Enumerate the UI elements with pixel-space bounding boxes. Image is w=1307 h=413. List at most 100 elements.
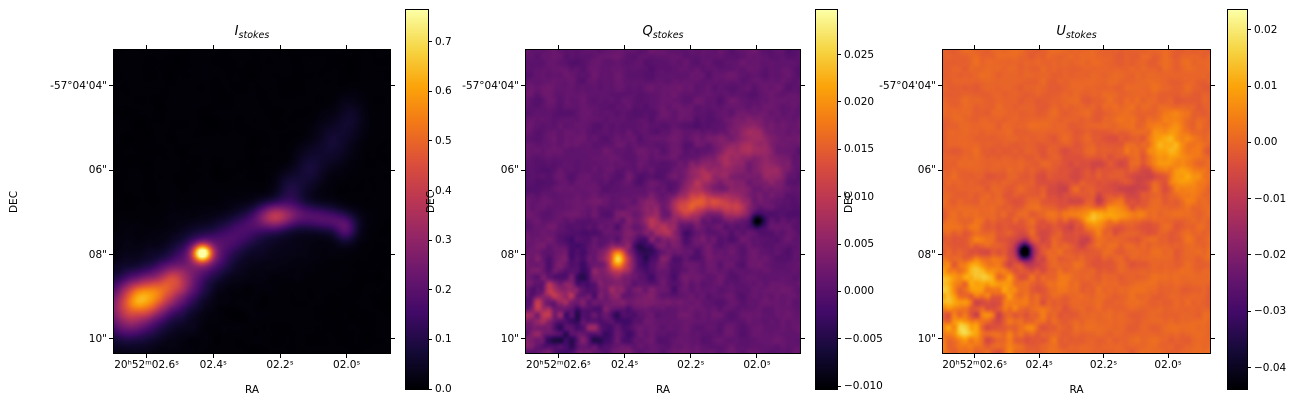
panel-title-q: Qstokes	[642, 24, 684, 41]
colorbar-tick-mark	[429, 289, 432, 291]
x-tick-mark	[212, 354, 214, 358]
x-tick-mark	[146, 354, 148, 358]
x-tick-mark-top	[279, 45, 281, 49]
colorbar-tick-mark	[1248, 367, 1251, 369]
colorbar-tick-label: 0.6	[435, 85, 452, 98]
colorbar-tick-label: −0.02	[1254, 248, 1287, 261]
colorbar-tick-mark	[838, 54, 841, 56]
panel-title-u: Ustokes	[1056, 24, 1097, 41]
x-tick-label: 20ʰ52ᵐ02.6ˢ	[942, 359, 1007, 371]
y-tick-mark-right	[391, 85, 395, 87]
colorbar-tick-label: −0.010	[844, 379, 883, 392]
y-tick-label: 08"	[500, 248, 519, 261]
x-tick-mark-top	[1167, 45, 1169, 49]
colorbar-tick-mark	[429, 239, 432, 241]
x-axis-label: RA	[244, 384, 260, 396]
x-tick-mark	[279, 354, 281, 358]
y-tick-mark	[938, 85, 942, 87]
x-axis-label: RA	[655, 384, 671, 396]
y-tick-mark-right	[801, 169, 805, 171]
colorbar-tick-label: 0.4	[435, 184, 452, 197]
stokes-q-map	[525, 49, 801, 354]
y-tick-mark-right	[391, 338, 395, 340]
colorbar-tick-label: 0.0	[435, 382, 452, 395]
title-symbol: U	[1056, 24, 1066, 39]
colorbar-tick-label: −0.01	[1254, 192, 1287, 205]
x-tick-label: 02.0ˢ	[743, 359, 771, 371]
x-tick-label: 02.4ˢ	[1025, 359, 1053, 371]
colorbar-tick-mark	[838, 290, 841, 292]
colorbar-tick-mark	[429, 90, 432, 92]
colorbar-tick-mark	[838, 385, 841, 387]
title-symbol: I	[234, 24, 239, 39]
stokes-q-colorbar	[815, 9, 838, 390]
x-tick-label: 02.2ˢ	[677, 359, 705, 371]
colorbar-tick-label: −0.005	[844, 332, 883, 345]
colorbar-tick-mark	[1248, 29, 1251, 31]
stokes-i-map	[113, 49, 391, 354]
y-tick-mark-right	[1211, 85, 1215, 87]
x-tick-mark-top	[1103, 45, 1105, 49]
colorbar-tick-label: 0.01	[1254, 79, 1278, 92]
stokes-u-colorbar	[1227, 9, 1248, 390]
panel-title-i: Istokes	[234, 24, 270, 41]
title-subscript: stokes	[652, 30, 684, 41]
x-tick-mark-top	[212, 45, 214, 49]
y-tick-mark-right	[801, 85, 805, 87]
x-tick-mark	[346, 354, 348, 358]
colorbar-tick-mark	[1248, 85, 1251, 87]
colorbar-tick-label: −0.04	[1254, 361, 1287, 374]
colorbar-tick-label: 0.3	[435, 233, 452, 246]
colorbar-tick-label: 0.010	[844, 190, 875, 203]
x-tick-mark	[974, 354, 976, 358]
colorbar-tick-label: 0.015	[844, 143, 875, 156]
colorbar-tick-mark	[838, 148, 841, 150]
x-tick-label: 02.2ˢ	[266, 359, 294, 371]
x-tick-label: 02.4ˢ	[610, 359, 639, 371]
x-tick-label: 02.0ˢ	[1154, 359, 1182, 371]
y-tick-label: 10"	[917, 332, 936, 345]
x-tick-mark	[557, 354, 559, 358]
x-tick-mark-top	[624, 45, 626, 49]
y-tick-label: -57°04'04"	[462, 79, 519, 92]
y-tick-mark	[521, 254, 525, 256]
title-symbol: Q	[642, 24, 653, 39]
colorbar-tick-mark	[838, 196, 841, 198]
x-tick-mark-top	[974, 45, 976, 49]
x-tick-mark	[756, 354, 758, 358]
title-subscript: stokes	[1065, 30, 1097, 41]
y-tick-mark-right	[801, 254, 805, 256]
x-tick-mark	[1167, 354, 1169, 358]
colorbar-tick-mark	[838, 338, 841, 340]
x-tick-mark-top	[557, 45, 559, 49]
y-tick-mark-right	[1211, 169, 1215, 171]
y-tick-label: -57°04'04"	[879, 79, 936, 92]
x-tick-label: 02.2ˢ	[1089, 359, 1118, 371]
x-tick-label: 02.0ˢ	[333, 359, 361, 371]
colorbar-tick-label: 0.5	[435, 134, 452, 147]
x-tick-label: 02.4ˢ	[199, 359, 227, 371]
colorbar-tick-label: 0.000	[844, 285, 875, 298]
colorbar-tick-label: 0.020	[844, 95, 875, 108]
colorbar-tick-mark	[1248, 198, 1251, 200]
x-tick-label: 20ʰ52ᵐ02.6ˢ	[526, 359, 591, 371]
y-tick-mark	[938, 169, 942, 171]
x-tick-mark	[690, 354, 692, 358]
colorbar-tick-label: 0.7	[435, 35, 452, 48]
colorbar-tick-mark	[429, 41, 432, 43]
y-tick-label: 08"	[88, 248, 107, 261]
y-tick-mark-right	[1211, 254, 1215, 256]
colorbar-tick-label: 0.025	[844, 48, 875, 61]
y-tick-mark	[521, 338, 525, 340]
x-tick-mark	[1103, 354, 1105, 358]
colorbar-tick-label: −0.03	[1254, 305, 1287, 318]
colorbar-tick-mark	[429, 338, 432, 340]
y-tick-mark	[109, 169, 113, 171]
y-tick-mark-right	[391, 254, 395, 256]
y-tick-label: 08"	[917, 248, 936, 261]
colorbar-tick-mark	[1248, 310, 1251, 312]
y-tick-mark-right	[801, 338, 805, 340]
y-tick-label: 10"	[88, 332, 107, 345]
x-axis-label: RA	[1069, 384, 1084, 396]
